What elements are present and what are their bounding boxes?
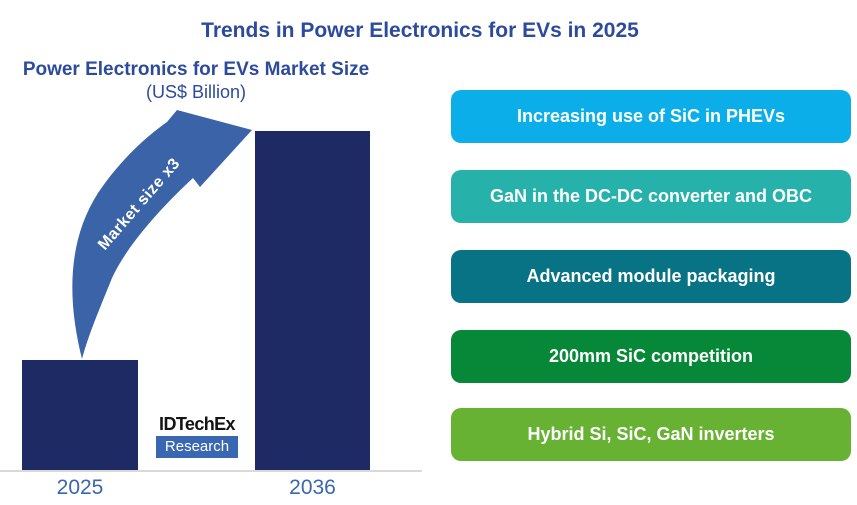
- trend-pill-hybrid-inverters: Hybrid Si, SiC, GaN inverters: [451, 408, 851, 461]
- trend-pill-label: Advanced module packaging: [526, 266, 776, 286]
- trend-pill-label: Hybrid Si, SiC, GaN inverters: [527, 424, 775, 444]
- trend-pill-200mm-sic: 200mm SiC competition: [451, 330, 851, 383]
- trend-pill-label: 200mm SiC competition: [548, 346, 754, 366]
- trend-pill-sic-phevs: Increasing use of SiC in PHEVs: [451, 90, 851, 143]
- trend-pill-label: GaN in the DC-DC converter and OBC: [489, 186, 813, 206]
- bar-2036: [255, 131, 370, 470]
- idtechex-logo-name: IDTechEx: [159, 414, 236, 434]
- trend-pill-gan-dcdc-obc: GaN in the DC-DC converter and OBC: [451, 170, 851, 223]
- growth-arrow: Market size x3: [72, 110, 253, 359]
- chart-title: Power Electronics for EVs Market Size: [22, 59, 370, 80]
- x-axis-line: [0, 470, 422, 472]
- trend-pill-module-packaging: Advanced module packaging: [451, 250, 851, 303]
- trend-pill-label: Increasing use of SiC in PHEVs: [516, 106, 786, 126]
- x-axis-label-2025: 2025: [56, 476, 104, 499]
- bar-2025: [22, 360, 138, 470]
- growth-arrow-shape: [72, 110, 253, 359]
- idtechex-logo: IDTechEx Research: [156, 414, 238, 458]
- idtechex-logo-research-badge: Research: [156, 436, 238, 458]
- x-axis-label-2036: 2036: [289, 476, 336, 499]
- page-title: Trends in Power Electronics for EVs in 2…: [201, 19, 639, 42]
- chart-units-label: (US$ Billion): [145, 82, 247, 102]
